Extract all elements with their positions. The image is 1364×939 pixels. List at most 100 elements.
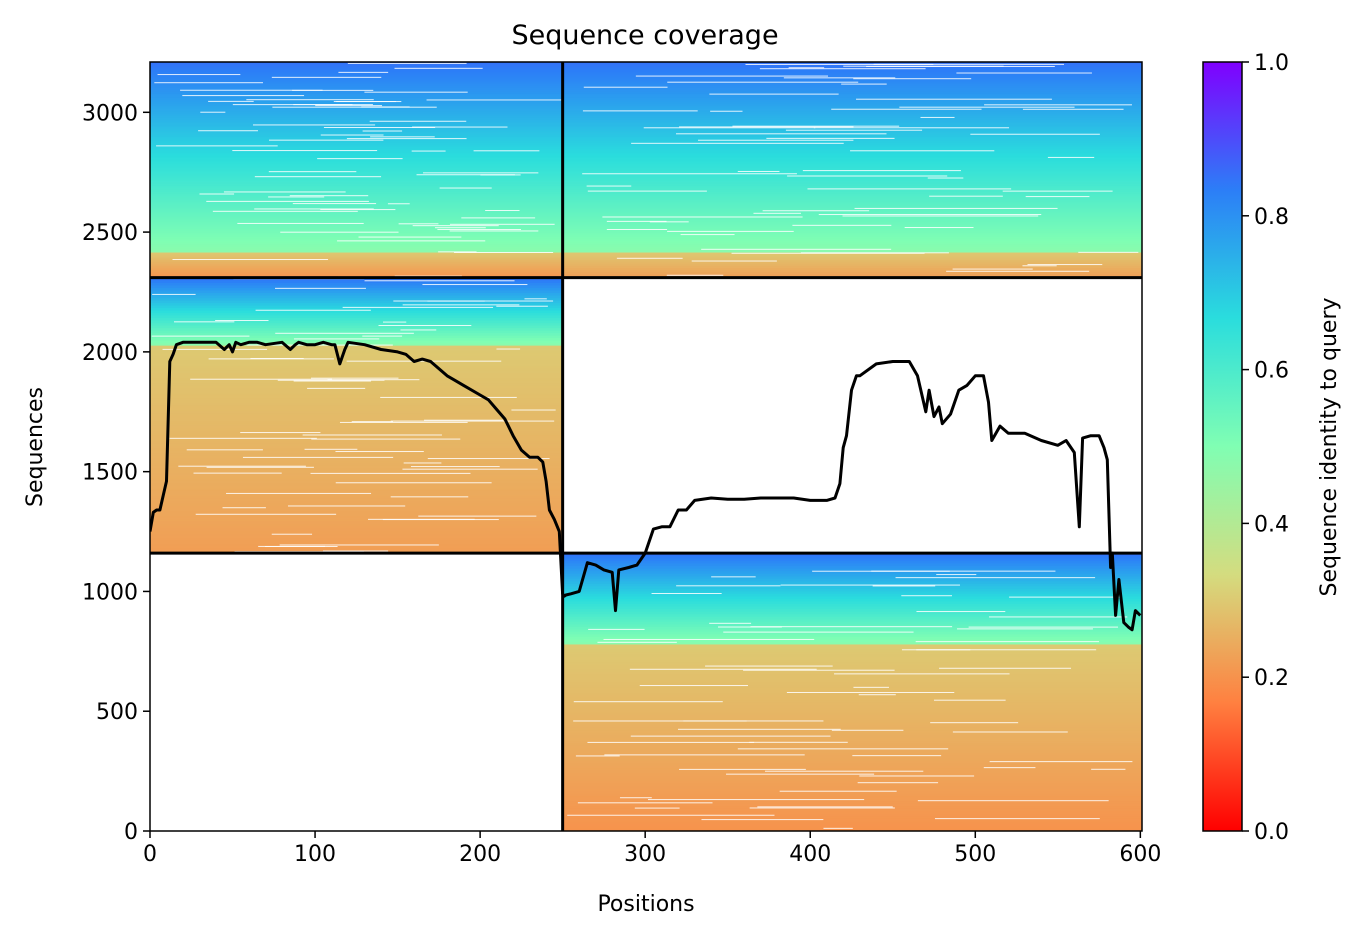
coverage-gap xyxy=(268,196,325,198)
heatmap-row xyxy=(150,185,563,188)
coverage-gap xyxy=(732,125,900,127)
coverage-gap xyxy=(427,458,550,460)
heatmap-row xyxy=(562,732,1142,736)
heatmap-row xyxy=(562,633,1142,637)
heatmap-row xyxy=(150,302,563,306)
heatmap-row xyxy=(562,71,1142,75)
coverage-gap xyxy=(449,223,555,225)
coverage-gap xyxy=(342,306,494,308)
heatmap-row xyxy=(150,362,563,366)
heatmap-row xyxy=(150,161,563,165)
heatmap-row xyxy=(562,65,1142,69)
colorbar-tick-label: 1.0 xyxy=(1254,51,1289,76)
heatmap-row xyxy=(150,73,563,77)
heatmap-row xyxy=(562,616,1142,620)
heatmap-row xyxy=(562,694,1142,698)
colorbar-tick-label: 0.4 xyxy=(1254,512,1289,537)
heatmap-row xyxy=(150,385,563,389)
heatmap-row xyxy=(150,320,563,324)
heatmap-row xyxy=(562,580,1142,584)
coverage-gap xyxy=(416,174,515,176)
coverage-gap xyxy=(206,200,369,202)
heatmap-row xyxy=(150,124,563,128)
coverage-gap xyxy=(573,720,747,722)
heatmap-row xyxy=(562,558,1142,562)
coverage-gap xyxy=(346,360,502,362)
coverage-gap xyxy=(901,649,971,651)
heatmap-row xyxy=(150,490,563,494)
coverage-gap xyxy=(280,231,399,233)
heatmap-row xyxy=(562,674,1142,678)
coverage-gap xyxy=(802,170,961,172)
coverage-gap xyxy=(258,545,326,547)
heatmap-row xyxy=(150,246,563,249)
coverage-gap xyxy=(710,110,743,112)
heatmap-row xyxy=(562,259,1142,263)
coverage-gap xyxy=(156,145,278,147)
heatmap-row xyxy=(150,144,563,147)
coverage-gap xyxy=(152,293,196,295)
coverage-gap xyxy=(242,456,394,458)
coverage-gap xyxy=(347,62,467,64)
heatmap-row xyxy=(150,545,563,549)
heatmap-row xyxy=(562,197,1142,200)
coverage-gap xyxy=(575,755,620,757)
heatmap-row xyxy=(150,335,563,339)
heatmap-row xyxy=(150,132,563,135)
coverage-gap xyxy=(293,338,380,340)
heatmap-row xyxy=(562,613,1142,617)
heatmap-row xyxy=(562,813,1142,817)
coverage-gap xyxy=(246,99,374,101)
coverage-gap xyxy=(362,335,403,337)
coverage-gap xyxy=(1091,768,1126,770)
heatmap-row xyxy=(150,370,563,374)
coverage-gap xyxy=(853,686,889,688)
heatmap-row xyxy=(150,232,563,235)
heatmap-row xyxy=(150,395,563,399)
coverage-gap xyxy=(402,468,538,470)
coverage-gap xyxy=(916,649,1097,651)
coverage-gap xyxy=(1009,596,1120,598)
coverage-gap xyxy=(895,577,1096,579)
coverage-gap xyxy=(709,93,839,95)
coverage-gap xyxy=(293,380,372,382)
coverage-gap xyxy=(200,111,226,113)
heatmap-row xyxy=(150,310,563,314)
heatmap-row xyxy=(150,375,563,379)
heatmap-row xyxy=(150,265,563,269)
heatmap-row xyxy=(562,623,1142,627)
coverage-gap xyxy=(182,95,305,97)
heatmap-row xyxy=(150,171,563,175)
coverage-gap xyxy=(582,173,797,175)
coverage-gap xyxy=(705,665,833,667)
heatmap-row xyxy=(150,244,563,247)
coverage-gap xyxy=(920,116,955,118)
heatmap-row xyxy=(562,656,1142,660)
colorbar-tick-label: 0.2 xyxy=(1254,666,1289,691)
coverage-gap xyxy=(394,67,483,69)
heatmap-row xyxy=(562,651,1142,655)
heatmap-row xyxy=(150,538,563,541)
coverage-gap xyxy=(871,570,1056,572)
coverage-gap xyxy=(364,91,468,93)
heatmap-row xyxy=(150,332,563,336)
heatmap-row xyxy=(562,220,1142,224)
heatmap-row xyxy=(562,649,1142,653)
heatmap-row xyxy=(150,87,563,90)
heatmap-row xyxy=(150,357,563,361)
heatmap-row xyxy=(150,71,563,75)
coverage-gap xyxy=(679,768,806,770)
heatmap-row xyxy=(150,150,563,153)
coverage-gap xyxy=(666,274,724,276)
coverage-gap xyxy=(254,176,382,178)
coverage-gap xyxy=(750,626,953,628)
coverage-gap xyxy=(647,799,865,801)
heatmap-row xyxy=(150,205,563,208)
heatmap-row xyxy=(150,154,563,157)
heatmap-row xyxy=(150,65,563,69)
coverage-gap xyxy=(680,234,735,236)
heatmap-row xyxy=(562,654,1142,658)
heatmap-row xyxy=(150,422,563,426)
heatmap-row xyxy=(150,485,563,489)
heatmap-row xyxy=(150,480,563,484)
